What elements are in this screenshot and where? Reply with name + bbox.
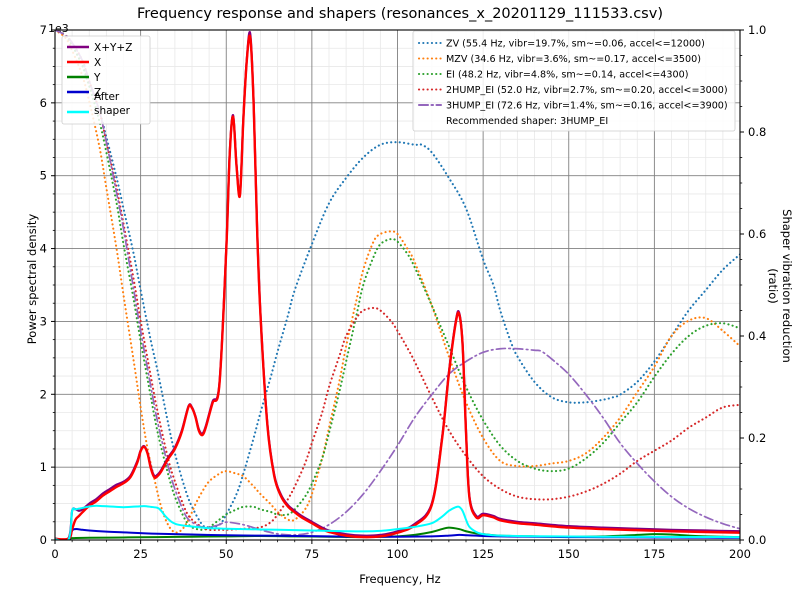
legend-psd-label-3: Z bbox=[94, 87, 101, 99]
y-tick-label-left: 1 bbox=[40, 460, 47, 474]
y-tick-label-right: 0.0 bbox=[748, 533, 766, 547]
legend-shaper-label-3hump_ei: 3HUMP_EI (72.6 Hz, vibr=1.4%, sm~=0.16, … bbox=[446, 101, 728, 112]
y-tick-label-right: 0.2 bbox=[748, 431, 766, 445]
y-tick-label-left: 6 bbox=[40, 96, 47, 110]
x-tick-label: 125 bbox=[472, 547, 494, 561]
legend-psd-box bbox=[61, 35, 151, 125]
y-tick-label-left: 2 bbox=[40, 387, 47, 401]
legend-shaper-label-ei: EI (48.2 Hz, vibr=4.8%, sm~=0.14, accel<… bbox=[446, 70, 688, 81]
y-tick-label-left: 7 bbox=[40, 23, 47, 37]
psd-curve-y bbox=[55, 526, 740, 540]
recommended-shaper-note: Recommended shaper: 3HUMP_EI bbox=[446, 116, 608, 127]
y-tick-label-right: 1.0 bbox=[748, 23, 766, 37]
legend-shapers-box bbox=[412, 30, 736, 132]
x-tick-label: 25 bbox=[133, 547, 148, 561]
legend-shapers: ZV (55.4 Hz, vibr=19.7%, sm~=0.06, accel… bbox=[412, 30, 736, 132]
shaper-curve-ei bbox=[55, 30, 740, 531]
y-tick-label-left: 5 bbox=[40, 169, 47, 183]
x-tick-label: 100 bbox=[387, 547, 409, 561]
legend-shaper-label-mzv: MZV (34.6 Hz, vibr=3.6%, sm~=0.17, accel… bbox=[446, 54, 701, 65]
y-axis-offset-text: 1e3 bbox=[48, 22, 69, 35]
y-tick-label-right: 0.6 bbox=[748, 227, 766, 241]
y-tick-label-left: 0 bbox=[40, 533, 47, 547]
y-axis-label-right: Shaper vibration reduction (ratio) bbox=[766, 209, 794, 363]
legend-psd-label-2: Y bbox=[93, 72, 101, 84]
y-axis-label-left: Power spectral density bbox=[25, 213, 39, 345]
shaper-curve-mzv bbox=[55, 30, 740, 534]
x-tick-label: 150 bbox=[558, 547, 580, 561]
psd-curve-after-shaper bbox=[55, 504, 740, 540]
legend-shaper-label-2hump_ei: 2HUMP_EI (52.0 Hz, vibr=2.7%, sm~=0.20, … bbox=[446, 85, 728, 96]
x-axis-label: Frequency, Hz bbox=[359, 572, 441, 586]
x-tick-label: 50 bbox=[219, 547, 234, 561]
legend-psd-label-4b: shaper bbox=[94, 105, 131, 117]
x-tick-label: 0 bbox=[51, 547, 58, 561]
legend-psd-label-1: X bbox=[94, 57, 101, 69]
y-tick-label-right: 0.4 bbox=[748, 329, 766, 343]
legend-shaper-label-zv: ZV (55.4 Hz, vibr=19.7%, sm~=0.06, accel… bbox=[446, 39, 705, 50]
shaper-curve-zv bbox=[55, 30, 740, 529]
psd-curve-x bbox=[55, 34, 740, 540]
legend-psd-label-0: X+Y+Z bbox=[94, 42, 132, 54]
y-tick-label-left: 3 bbox=[40, 314, 47, 328]
x-tick-label: 175 bbox=[643, 547, 665, 561]
y-tick-label-right: 0.8 bbox=[748, 125, 766, 139]
axis-ticks: 0 25 50 75 100 125 150 175 200 0 1 2 3 4 5 6 7 0.0 0.2 0.4 0… bbox=[40, 23, 767, 561]
y-tick-label-left: 4 bbox=[40, 242, 47, 256]
legend-psd-label-4: After bbox=[94, 91, 120, 103]
x-tick-label: 200 bbox=[729, 547, 751, 561]
page-title: Frequency response and shapers (resonanc… bbox=[137, 6, 663, 22]
shaper-curve-2hump_ei bbox=[55, 30, 740, 532]
x-tick-label: 75 bbox=[305, 547, 320, 561]
curves-group bbox=[55, 30, 740, 540]
